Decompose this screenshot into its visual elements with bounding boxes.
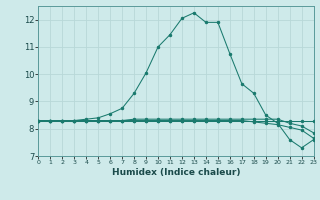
X-axis label: Humidex (Indice chaleur): Humidex (Indice chaleur): [112, 168, 240, 177]
